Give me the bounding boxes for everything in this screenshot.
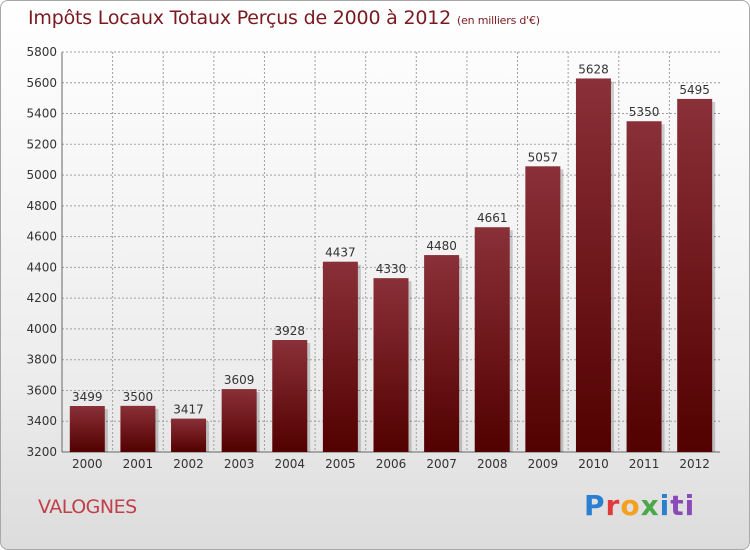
data-label-2000: 3499 [72, 390, 103, 404]
logo-letter-x: x [640, 489, 660, 522]
y-tick-label-4800: 4800 [26, 199, 57, 213]
commune-name: VALOGNES [38, 496, 137, 518]
x-tick-label-2004: 2004 [274, 457, 305, 471]
x-tick-label-2006: 2006 [376, 457, 407, 471]
x-tick-label-2011: 2011 [629, 457, 660, 471]
bar-2009 [525, 166, 561, 453]
data-label-2005: 4437 [325, 246, 356, 260]
y-tick-label-5600: 5600 [26, 76, 57, 90]
y-tick-label-3400: 3400 [26, 414, 57, 428]
chart-unit: (en milliers d'€) [457, 14, 540, 27]
bars [69, 78, 716, 453]
y-tick-label-3600: 3600 [26, 383, 57, 397]
bar-2002 [171, 418, 207, 452]
data-label-2007: 4480 [426, 239, 457, 253]
data-label-2004: 3928 [274, 324, 305, 338]
x-tick-label-2007: 2007 [426, 457, 457, 471]
y-tick-label-3200: 3200 [26, 445, 57, 459]
logo-letter-r: r [605, 489, 621, 522]
x-tick-label-2001: 2001 [123, 457, 154, 471]
data-label-2009: 5057 [528, 150, 559, 164]
x-tick-label-2012: 2012 [679, 457, 710, 471]
y-tick-label-4000: 4000 [26, 322, 57, 336]
bar-2006 [373, 278, 409, 452]
logo-letter-ti: ti [670, 489, 696, 522]
logo-letter-i: i [659, 489, 671, 522]
x-tick-label-2009: 2009 [528, 457, 559, 471]
bar-2011 [626, 121, 662, 452]
y-tick-label-5000: 5000 [26, 168, 57, 182]
data-label-2001: 3500 [123, 390, 154, 404]
data-label-2012: 5495 [679, 83, 710, 97]
y-tick-label-4400: 4400 [26, 260, 57, 274]
bar-2008 [474, 227, 510, 452]
x-tick-label-2010: 2010 [578, 457, 609, 471]
x-tick-label-2002: 2002 [173, 457, 204, 471]
y-tick-label-3800: 3800 [26, 353, 57, 367]
bar-2003 [221, 389, 257, 452]
y-tick-label-5400: 5400 [26, 107, 57, 121]
data-label-2008: 4661 [477, 211, 508, 225]
data-label-2011: 5350 [629, 105, 660, 119]
x-tick-label-2008: 2008 [477, 457, 508, 471]
bar-2010 [575, 78, 611, 452]
bar-2005 [322, 261, 358, 452]
x-tick-label-2005: 2005 [325, 457, 356, 471]
bar-2012 [677, 98, 713, 452]
x-tick-label-2003: 2003 [224, 457, 255, 471]
logo-letter-p: P [584, 489, 606, 522]
data-label-2002: 3417 [173, 403, 204, 417]
data-labels: 3499 3500 3417 3609 3928 4437 4330 4480 4661 5057… [72, 62, 710, 416]
bar-2000 [69, 406, 105, 452]
bar-2004 [272, 340, 308, 452]
y-tick-label-4200: 4200 [26, 291, 57, 305]
bar-2001 [120, 405, 156, 452]
x-tick-label-2000: 2000 [72, 457, 103, 471]
y-tick-label-5800: 5800 [26, 45, 57, 59]
y-tick-label-5200: 5200 [26, 137, 57, 151]
data-label-2006: 4330 [376, 262, 407, 276]
proxiti-logo[interactable]: Proxiti [584, 489, 695, 522]
bar-2007 [424, 255, 460, 452]
chart-title-text: Impôts Locaux Totaux Perçus de 2000 à 20… [28, 7, 452, 29]
data-label-2003: 3609 [224, 373, 255, 387]
data-label-2010: 5628 [578, 62, 609, 76]
logo-letter-o: o [620, 489, 641, 522]
chart-title: Impôts Locaux Totaux Perçus de 2000 à 20… [28, 7, 540, 29]
y-tick-label-4600: 4600 [26, 230, 57, 244]
